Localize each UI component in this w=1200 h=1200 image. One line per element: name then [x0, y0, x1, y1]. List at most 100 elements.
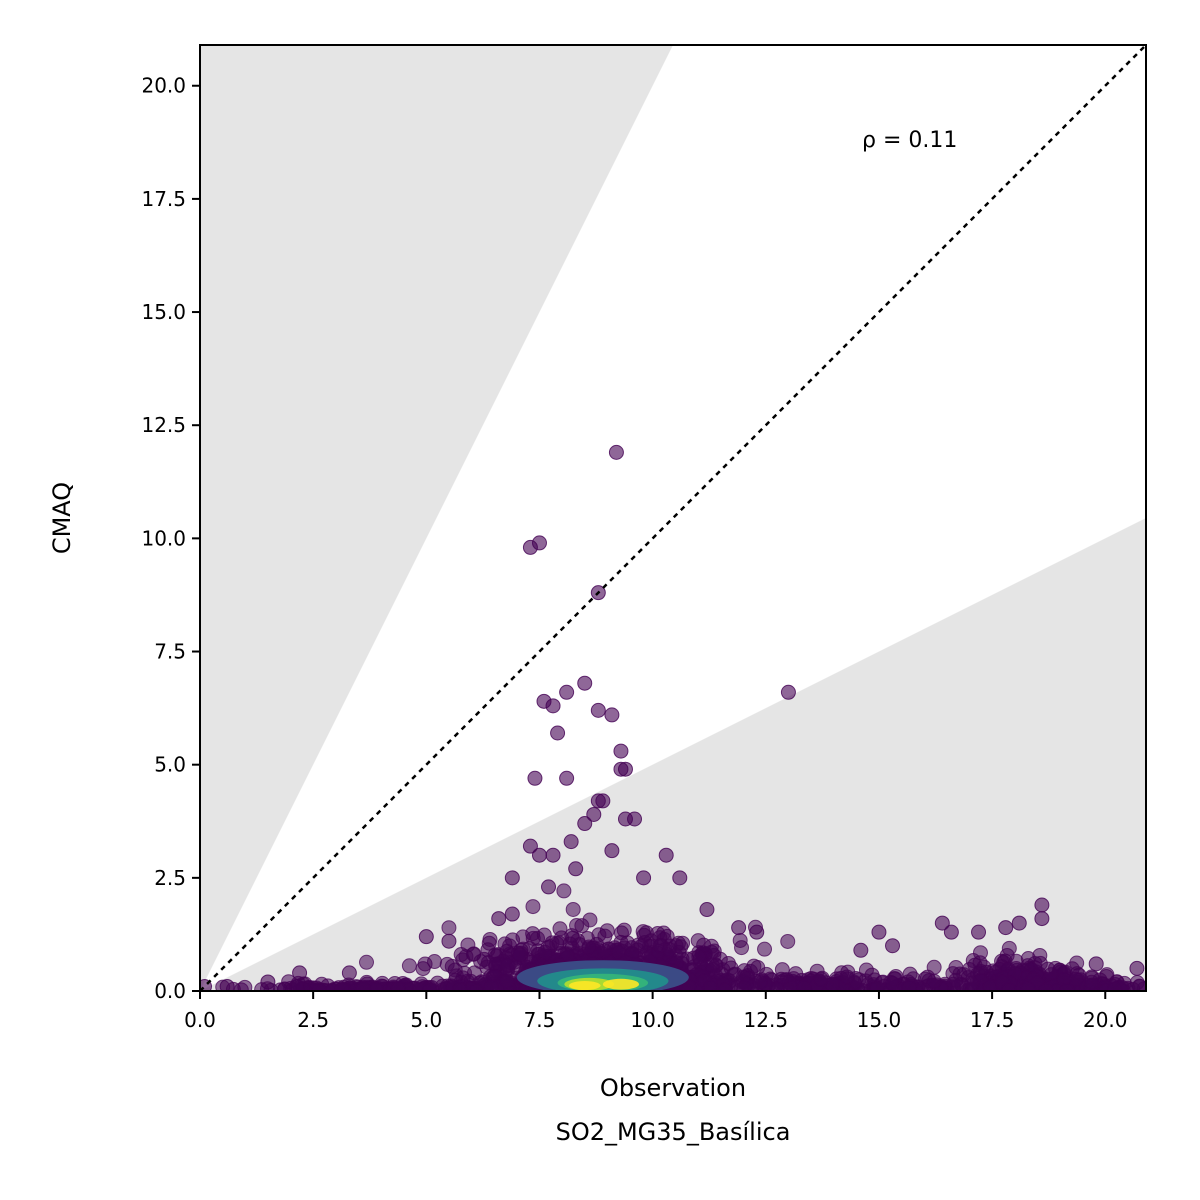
data-point — [616, 922, 632, 938]
data-point — [1034, 911, 1050, 927]
data-point — [441, 920, 457, 936]
data-point — [564, 928, 580, 944]
data-point — [926, 973, 942, 989]
data-point — [885, 975, 901, 991]
data-point — [658, 847, 674, 863]
x-axis-ticks: 0.0 2.5 5.0 7.5 10.0 12.5 15.0 17.5 20.0 — [184, 991, 1128, 1032]
data-point — [869, 980, 885, 991]
data-point — [577, 816, 593, 832]
data-point — [590, 702, 606, 718]
lower-band — [200, 518, 1146, 991]
data-point — [596, 943, 612, 959]
data-point — [599, 923, 615, 939]
x-tick-label: 20.0 — [1083, 1008, 1128, 1032]
data-point — [537, 944, 553, 960]
data-point — [813, 971, 829, 987]
y-tick-label: 20.0 — [141, 74, 186, 98]
data-point — [752, 974, 768, 990]
y-tick-label: 17.5 — [141, 187, 186, 211]
data-point — [1129, 960, 1145, 976]
data-point — [690, 933, 706, 949]
data-point — [1034, 897, 1050, 913]
density-core — [602, 978, 640, 990]
data-point — [527, 770, 543, 786]
data-point — [964, 976, 980, 991]
y-tick-label: 7.5 — [154, 640, 186, 664]
data-point — [292, 965, 308, 981]
y-tick-label: 10.0 — [141, 526, 186, 550]
y-tick-label: 2.5 — [154, 866, 186, 890]
data-point — [512, 947, 528, 963]
data-point — [783, 980, 799, 991]
data-point — [550, 725, 566, 741]
data-point — [559, 684, 575, 700]
data-point — [219, 978, 235, 991]
data-point — [749, 924, 765, 940]
data-point — [368, 982, 384, 991]
x-tick-label: 12.5 — [744, 1008, 789, 1032]
data-point — [522, 838, 538, 854]
annotation-rho: ρ = 0.11 — [862, 128, 957, 153]
data-point — [934, 915, 950, 931]
density-core — [568, 981, 601, 991]
data-point — [681, 979, 697, 991]
data-point — [581, 939, 597, 955]
x-tick-label: 10.0 — [630, 1008, 675, 1032]
data-point — [418, 929, 434, 945]
data-point — [499, 973, 515, 989]
shaded-bands — [200, 45, 1146, 991]
data-point — [401, 958, 417, 974]
y-tick-label: 12.5 — [141, 413, 186, 437]
data-point — [948, 960, 964, 976]
data-point — [1084, 974, 1100, 990]
y-tick-label: 15.0 — [141, 300, 186, 324]
data-point — [732, 932, 748, 948]
data-point — [871, 924, 887, 940]
data-point — [417, 956, 433, 972]
x-tick-label: 5.0 — [410, 1008, 442, 1032]
data-point — [341, 965, 357, 981]
one-to-one-line — [199, 44, 1147, 992]
data-point — [780, 684, 796, 700]
data-point — [497, 936, 513, 952]
data-point — [453, 947, 469, 963]
data-point — [277, 981, 293, 991]
data-point — [586, 806, 602, 822]
data-point — [902, 966, 918, 982]
data-point — [1088, 956, 1104, 972]
data-point — [390, 981, 406, 991]
data-point — [441, 933, 457, 949]
x-tick-label: 0.0 — [184, 1008, 216, 1032]
y-axis-ticks: 0.0 2.5 5.0 7.5 10.0 12.5 15.0 17.5 20.0 — [141, 74, 200, 1003]
data-point — [672, 870, 688, 886]
data-point — [839, 969, 855, 985]
data-point — [536, 927, 552, 943]
x-tick-label: 2.5 — [297, 1008, 329, 1032]
data-point — [636, 870, 652, 886]
data-point — [757, 941, 773, 957]
data-point — [901, 980, 917, 991]
data-point — [260, 974, 276, 990]
data-point — [703, 979, 719, 991]
data-point — [531, 535, 547, 551]
data-point — [563, 834, 579, 850]
data-point — [556, 883, 572, 899]
data-point — [1032, 955, 1048, 971]
data-point — [531, 847, 547, 863]
data-point — [885, 938, 901, 954]
data-point — [608, 444, 624, 460]
data-point — [565, 901, 581, 917]
data-point — [1020, 981, 1036, 991]
data-point — [853, 942, 869, 958]
data-point — [568, 861, 584, 877]
data-points — [200, 444, 1146, 991]
data-point — [595, 793, 611, 809]
data-point — [491, 911, 507, 927]
data-point — [661, 941, 677, 957]
data-point — [577, 675, 593, 691]
upper-band — [200, 45, 673, 991]
x-tick-label: 7.5 — [524, 1008, 556, 1032]
data-point — [699, 902, 715, 918]
data-point — [691, 949, 707, 965]
